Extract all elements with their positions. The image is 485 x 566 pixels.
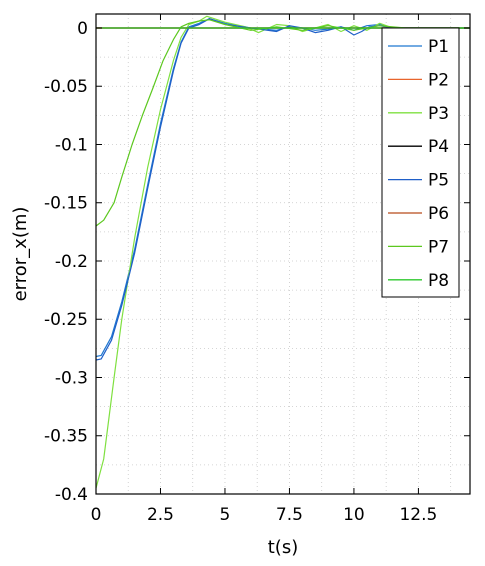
y-tick-label: -0.15 [44, 194, 88, 214]
x-axis-label: t(s) [268, 537, 298, 558]
legend-label-p8: P8 [428, 271, 449, 291]
y-tick-label: -0.25 [44, 310, 88, 330]
legend-label-p3: P3 [428, 104, 449, 124]
legend-label-p2: P2 [428, 70, 449, 90]
x-tick-labels: 0 2.5 5 7.5 10 12.5 [91, 505, 438, 525]
x-tick-label: 7.5 [276, 505, 303, 525]
legend-label-p1: P1 [428, 37, 449, 57]
y-tick-label: -0.2 [55, 252, 88, 272]
legend: P1 P2 P3 P4 P5 P6 P7 P8 [381, 27, 460, 298]
x-tick-label: 0 [91, 505, 102, 525]
legend-label-p5: P5 [428, 171, 449, 191]
y-tick-label: -0.3 [55, 368, 88, 388]
y-tick-label: -0.35 [44, 427, 88, 447]
y-axis-label: error_x(m) [10, 207, 31, 302]
x-tick-label: 10 [343, 505, 365, 525]
y-tick-label: -0.4 [55, 485, 88, 505]
x-tick-label: 5 [220, 505, 231, 525]
x-tick-label: 2.5 [147, 505, 174, 525]
x-tick-label: 12.5 [399, 505, 437, 525]
legend-box [381, 27, 460, 298]
y-tick-label: -0.1 [55, 135, 88, 155]
legend-label-p6: P6 [428, 204, 449, 224]
axis-ticks [95, 14, 470, 495]
series-line-p7 [95, 19, 470, 227]
legend-label-p7: P7 [428, 237, 449, 257]
plot-frame [95, 13, 471, 495]
y-tick-label: -0.05 [44, 77, 88, 97]
y-tick-label: 0 [77, 19, 88, 39]
grid-lines [95, 14, 470, 495]
legend-label-p4: P4 [428, 137, 449, 157]
y-tick-labels: 0 -0.05 -0.1 -0.15 -0.2 -0.25 -0.3 -0.35 -0.4 [44, 19, 88, 505]
